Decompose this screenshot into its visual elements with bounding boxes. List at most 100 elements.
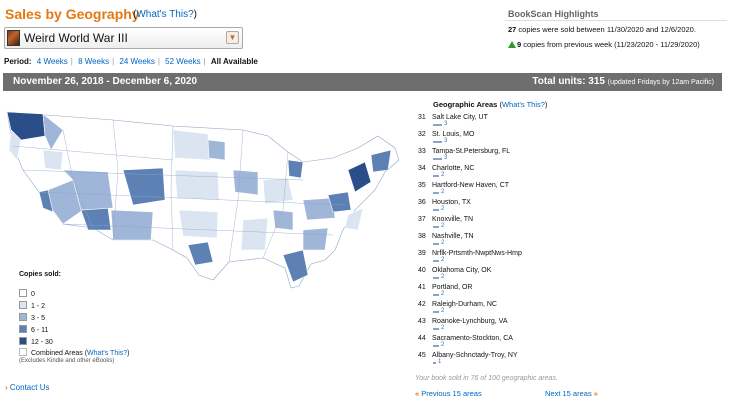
legend-item-12-30: 12 - 30: [19, 337, 53, 346]
period-all-available: All Available: [210, 57, 258, 66]
areas-sold-note: Your book sold in 76 of 100 geographic a…: [415, 375, 558, 382]
book-cover-image: [7, 30, 20, 46]
map-region[interactable]: [347, 161, 372, 193]
geo-count-bar: [433, 294, 439, 296]
map-region[interactable]: [8, 129, 22, 161]
legend-item-0: 0: [19, 289, 35, 298]
geo-area-name: Portland, OR: [432, 284, 473, 291]
checkbox-icon[interactable]: [19, 348, 27, 356]
map-region[interactable]: [172, 129, 212, 161]
next-areas-label[interactable]: Next 15 areas: [545, 389, 592, 398]
geo-count-bar: [433, 277, 439, 279]
geo-count-bar: [433, 124, 442, 126]
geo-rank: 37: [418, 216, 426, 223]
us-sales-map[interactable]: [3, 100, 413, 290]
period-4-weeks[interactable]: 4 Weeks: [36, 57, 68, 66]
legend-label: 1 - 2: [31, 303, 46, 310]
geo-area-row: 39 Nrflk-Prtsmth-NwptNws-Hmp 2: [418, 250, 618, 267]
map-region[interactable]: [62, 169, 114, 211]
map-region[interactable]: [287, 159, 304, 179]
geo-rank: 38: [418, 233, 426, 240]
date-range: November 26, 2018 - December 6, 2020: [13, 76, 197, 87]
geo-area-row: 43 Roanoke-Lynchburg, VA 2: [418, 318, 618, 335]
geo-area-name: Raleigh-Durham, NC: [432, 301, 497, 308]
geo-area-row: 41 Portland, OR 2: [418, 284, 618, 301]
page-title: Sales by Geography: [5, 6, 140, 22]
geo-count: 3: [444, 138, 448, 144]
legend-swatch: [19, 337, 27, 345]
geo-count: 2: [441, 172, 445, 178]
geo-area-row: 35 Hartford-New Haven, CT 2: [418, 182, 618, 199]
geo-areas-label: Geographic Areas: [433, 100, 498, 109]
change-count: 9: [517, 40, 522, 49]
geo-count-bar: [433, 209, 439, 211]
geo-area-row: 45 Albany-Schnctady-Troy, NY 1: [418, 352, 618, 369]
map-region[interactable]: [42, 149, 64, 171]
geo-area-row: 31 Salt Lake City, UT 3: [418, 114, 618, 131]
book-select[interactable]: Weird World War III ▼: [4, 27, 243, 49]
geo-area-row: 33 Tampa-St.Petersburg, FL 3: [418, 148, 618, 165]
map-region[interactable]: [38, 189, 54, 213]
map-region[interactable]: [174, 169, 220, 201]
geo-count: 2: [441, 342, 445, 348]
geo-area-name: Oklahoma City, OK: [432, 267, 492, 274]
map-region[interactable]: [327, 191, 352, 213]
map-region[interactable]: [240, 217, 269, 251]
period-label: Period:: [4, 57, 32, 66]
map-region[interactable]: [232, 169, 259, 196]
geo-area-name: Knoxville, TN: [432, 216, 474, 223]
geo-area-row: 37 Knoxville, TN 2: [418, 216, 618, 233]
map-region[interactable]: [272, 209, 294, 231]
map-region[interactable]: [6, 111, 46, 141]
next-areas-link[interactable]: Next 15 areas »: [545, 389, 598, 398]
geo-area-name: Houston, TX: [432, 199, 471, 206]
map-region[interactable]: [262, 177, 294, 205]
legend-label: 6 - 11: [31, 327, 49, 334]
period-24-weeks[interactable]: 24 Weeks: [119, 57, 155, 66]
geo-rank: 35: [418, 182, 426, 189]
chevron-down-icon[interactable]: ▼: [226, 31, 239, 44]
contact-us-label[interactable]: Contact Us: [9, 383, 50, 392]
map-region[interactable]: [207, 139, 226, 161]
geo-rank: 40: [418, 267, 426, 274]
map-region[interactable]: [302, 227, 329, 251]
copies-sold-text: copies were sold between 11/30/2020 and …: [516, 25, 696, 34]
map-region[interactable]: [282, 249, 309, 283]
highlight-copies-sold: 27 copies were sold between 11/30/2020 a…: [508, 25, 696, 34]
map-region[interactable]: [344, 207, 364, 231]
geo-help-link[interactable]: What's This?: [501, 100, 545, 109]
geo-count: 2: [441, 189, 445, 195]
geo-area-name: Nashville, TN: [432, 233, 474, 240]
geo-count-bar: [433, 192, 439, 194]
geo-area-name: Salt Lake City, UT: [432, 114, 488, 121]
change-text: copies from previous week (11/23/2020 - …: [521, 40, 700, 49]
geo-area-name: Tampa-St.Petersburg, FL: [432, 148, 511, 155]
geo-rank: 34: [418, 165, 426, 172]
legend-label: 12 - 30: [31, 339, 53, 346]
geo-rank: 42: [418, 301, 426, 308]
whats-this-link[interactable]: What's This?: [136, 9, 194, 20]
geo-rank: 41: [418, 284, 426, 291]
geo-count-bar: [433, 175, 439, 177]
geo-count: 2: [441, 291, 445, 297]
map-region[interactable]: [370, 149, 392, 173]
contact-us-link[interactable]: › Contact Us: [5, 383, 50, 392]
geo-rank: 32: [418, 131, 426, 138]
map-region[interactable]: [110, 209, 154, 241]
geo-rank: 44: [418, 335, 426, 342]
period-8-weeks[interactable]: 8 Weeks: [78, 57, 110, 66]
geo-count-bar: [433, 328, 439, 330]
total-units: Total units: 315 (updated Fridays by 12a…: [532, 76, 714, 87]
geo-count: 2: [441, 257, 445, 263]
map-region[interactable]: [178, 209, 219, 239]
legend-item-1-2: 1 - 2: [19, 301, 45, 310]
geo-count-bar: [433, 226, 439, 228]
period-52-weeks[interactable]: 52 Weeks: [165, 57, 201, 66]
map-region[interactable]: [42, 113, 64, 151]
combined-help-link[interactable]: What's This?: [87, 350, 128, 357]
previous-areas-label[interactable]: Previous 15 areas: [421, 389, 482, 398]
map-region[interactable]: [122, 167, 166, 206]
geo-count: 2: [441, 274, 445, 280]
map-region[interactable]: [187, 241, 214, 266]
previous-areas-link[interactable]: « Previous 15 areas: [415, 389, 482, 398]
